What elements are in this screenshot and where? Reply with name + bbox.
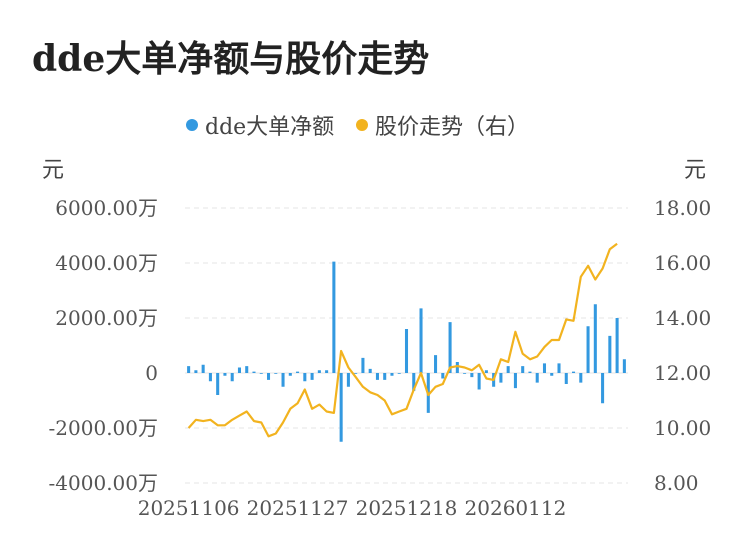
bar-mark bbox=[608, 335, 612, 373]
x-axis-tick-label: 20251127 bbox=[247, 496, 349, 520]
bar-mark bbox=[542, 363, 547, 373]
legend-item-price[interactable]: 股价走势（右） bbox=[356, 108, 529, 142]
bar-mark bbox=[281, 373, 285, 387]
right-axis-tick-label: 10.00 bbox=[654, 416, 711, 440]
bar-mark bbox=[419, 308, 423, 373]
bar-mark bbox=[455, 362, 459, 373]
bar-mark bbox=[259, 373, 263, 374]
line-series bbox=[187, 242, 618, 438]
bar-mark bbox=[506, 366, 510, 373]
bar-mark bbox=[252, 371, 256, 373]
right-axis-tick-label: 16.00 bbox=[654, 251, 711, 275]
bar-mark bbox=[528, 371, 532, 373]
legend-label-dde: dde大单净额 bbox=[205, 115, 335, 140]
bar-mark bbox=[354, 373, 358, 374]
right-axis-unit: 元 bbox=[684, 158, 706, 183]
bar-mark bbox=[484, 370, 488, 373]
bar-mark bbox=[310, 373, 314, 380]
legend-dot-icon bbox=[186, 119, 198, 131]
bar-mark bbox=[434, 355, 438, 373]
bar-mark bbox=[201, 364, 205, 373]
legend-label-price: 股价走势（右） bbox=[375, 115, 530, 140]
right-axis-tick-label: 8.00 bbox=[654, 471, 699, 495]
x-axis-tick-label: 20251218 bbox=[356, 496, 458, 520]
bar-mark bbox=[230, 373, 234, 382]
bar-mark bbox=[361, 357, 365, 373]
bar-series bbox=[187, 261, 626, 442]
bar-mark bbox=[303, 373, 307, 382]
bar-mark bbox=[194, 370, 198, 373]
bar-mark bbox=[223, 373, 227, 376]
price-line bbox=[187, 242, 618, 438]
bar-mark bbox=[296, 371, 300, 373]
bar-mark bbox=[463, 373, 467, 374]
bar-mark bbox=[397, 373, 401, 374]
right-axis-tick-label: 14.00 bbox=[654, 306, 711, 330]
legend: dde大单净额 股价走势（右） bbox=[0, 108, 750, 142]
bar-mark bbox=[470, 373, 474, 378]
bar-mark bbox=[448, 322, 452, 373]
bar-mark bbox=[513, 373, 517, 389]
bar-mark bbox=[579, 373, 583, 383]
bar-mark bbox=[208, 373, 212, 382]
bar-mark bbox=[274, 373, 278, 374]
bar-mark bbox=[317, 370, 321, 373]
bar-mark bbox=[521, 366, 525, 373]
bar-mark bbox=[441, 373, 445, 379]
bar-mark bbox=[535, 373, 539, 383]
chart-title: dde大单净额与股价走势 bbox=[32, 38, 430, 80]
bar-mark bbox=[383, 373, 387, 380]
legend-dot-icon bbox=[356, 119, 368, 131]
bar-mark bbox=[390, 373, 394, 376]
bar-mark bbox=[499, 373, 503, 383]
bar-mark bbox=[346, 373, 350, 387]
bar-mark bbox=[622, 359, 626, 373]
bar-mark bbox=[325, 370, 329, 373]
bar-mark bbox=[216, 373, 220, 395]
x-axis-tick-label: 20251106 bbox=[138, 496, 240, 520]
bar-mark bbox=[586, 326, 590, 373]
axis-labels: 6000.00万 4000.00万 2000.00万 0 -2000.00万 -4000.… bbox=[49, 196, 712, 520]
left-axis-tick-label: 6000.00万 bbox=[55, 196, 158, 220]
bar-mark bbox=[339, 373, 343, 442]
bar-mark bbox=[332, 261, 336, 373]
left-axis-tick-label: -4000.00万 bbox=[49, 471, 158, 495]
legend-item-dde[interactable]: dde大单净额 bbox=[186, 108, 334, 142]
left-axis-tick-label: 0 bbox=[145, 361, 158, 385]
left-axis-unit: 元 bbox=[42, 158, 64, 183]
left-axis-tick-label: 2000.00万 bbox=[55, 306, 158, 330]
bar-mark bbox=[557, 363, 561, 373]
bar-mark bbox=[412, 373, 416, 391]
x-axis-tick-label: 20260112 bbox=[465, 496, 567, 520]
bar-mark bbox=[601, 373, 605, 404]
bar-mark bbox=[550, 373, 554, 376]
bar-mark bbox=[477, 373, 481, 390]
bar-mark bbox=[572, 371, 576, 373]
bar-mark bbox=[237, 367, 241, 373]
bar-mark bbox=[266, 373, 271, 380]
bar-mark bbox=[375, 373, 379, 380]
bar-mark bbox=[245, 366, 249, 373]
left-axis-tick-label: 4000.00万 bbox=[55, 251, 158, 275]
bar-mark bbox=[593, 304, 597, 373]
right-axis-tick-label: 18.00 bbox=[654, 196, 711, 220]
left-axis-tick-label: -2000.00万 bbox=[49, 416, 158, 440]
right-axis-tick-label: 12.00 bbox=[654, 361, 711, 385]
bar-mark bbox=[615, 318, 619, 373]
bar-mark bbox=[368, 368, 372, 373]
bar-mark bbox=[187, 366, 191, 373]
bar-mark bbox=[564, 373, 568, 384]
bar-mark bbox=[288, 373, 292, 376]
bar-mark bbox=[404, 329, 409, 373]
